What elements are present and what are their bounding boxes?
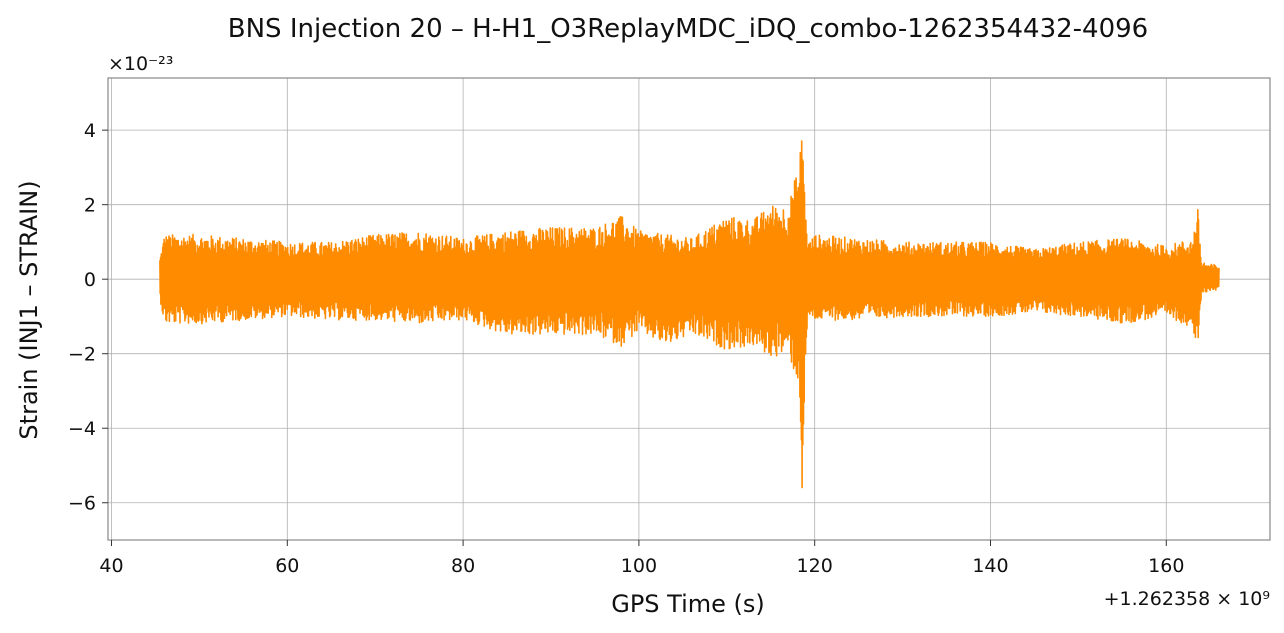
chart-title: BNS Injection 20 – H-H1_O3ReplayMDC_iDQ_… — [228, 14, 1148, 44]
x-tick-label: 60 — [275, 555, 299, 577]
x-tick-label: 100 — [621, 555, 657, 577]
x-offset-label: +1.262358 × 10⁹ — [1104, 588, 1270, 610]
y-tick-label: 0 — [84, 269, 96, 291]
y-tick-label: 4 — [84, 120, 96, 142]
plot-area — [159, 140, 1220, 489]
y-tick-label: 2 — [84, 195, 96, 217]
y-scale-label: ×10⁻²³ — [108, 53, 173, 75]
x-axis-label: GPS Time (s) — [611, 590, 765, 618]
strain-series-line — [159, 140, 1220, 489]
y-tick-label: −6 — [68, 493, 96, 515]
x-axis-ticks: 40 60 80 100 120 140 160 — [99, 540, 1184, 577]
y-axis-ticks: −6 −4 −2 0 2 4 — [68, 120, 108, 515]
x-tick-label: 40 — [99, 555, 123, 577]
x-tick-label: 120 — [797, 555, 833, 577]
x-tick-label: 160 — [1148, 555, 1184, 577]
y-axis-label: Strain (INJ1 – STRAIN) — [15, 180, 43, 439]
y-tick-label: −2 — [68, 344, 96, 366]
x-tick-label: 80 — [451, 555, 475, 577]
y-tick-label: −4 — [68, 418, 96, 440]
x-tick-label: 140 — [972, 555, 1008, 577]
axes-frame — [107, 77, 1271, 541]
